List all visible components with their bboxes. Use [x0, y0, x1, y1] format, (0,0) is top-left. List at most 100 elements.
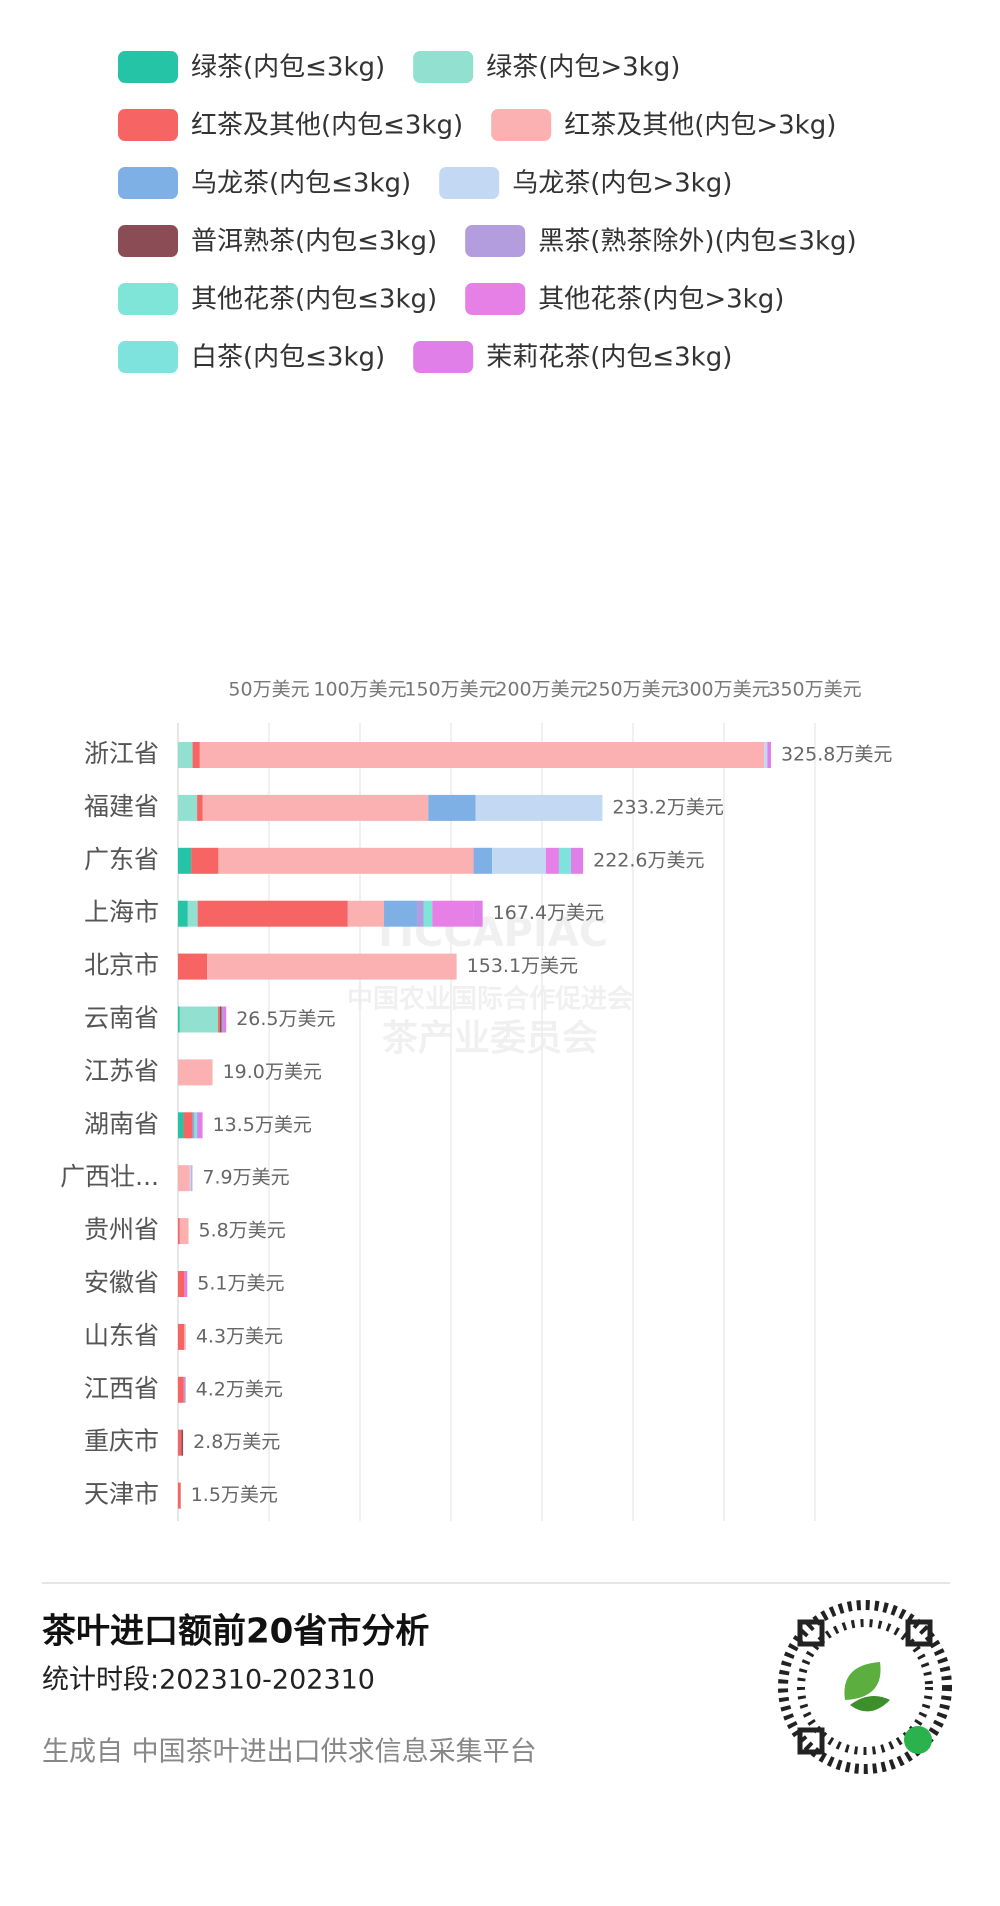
y-tick-label: 浙江省: [84, 739, 159, 768]
bar-segment: [558, 847, 571, 874]
y-tick-label: 广西壮...: [60, 1162, 159, 1191]
bar-segment: [218, 1006, 220, 1033]
y-tick-label: 江苏省: [84, 1056, 159, 1085]
bar-segment: [178, 1482, 181, 1509]
bar-segment: [178, 1271, 185, 1297]
bar-segment: [545, 847, 559, 874]
bar-segment: [219, 1006, 222, 1033]
bar-segment: [178, 953, 208, 980]
value-label: 325.8万美元: [781, 744, 892, 766]
legend-label: 绿茶(内包≤3kg): [191, 53, 385, 83]
y-tick-label: 江西省: [84, 1374, 159, 1403]
value-label: 4.3万美元: [196, 1325, 283, 1347]
legend-swatch: [465, 225, 526, 257]
bar-segment: [221, 1006, 224, 1033]
bar-segment: [178, 847, 192, 874]
bar-segment: [184, 1271, 188, 1297]
bar-segment: [192, 1112, 195, 1139]
bar-segment: [178, 900, 188, 927]
y-tick-label: 天津市: [84, 1480, 159, 1509]
bar-segment: [183, 1376, 186, 1403]
value-label: 7.9万美元: [202, 1167, 289, 1189]
bar-segment: [197, 794, 203, 821]
bar-segment: [416, 900, 424, 927]
y-tick-label: 云南省: [84, 1004, 159, 1033]
legend-label: 其他花茶(内包>3kg): [538, 285, 784, 315]
bar-segment: [199, 742, 765, 768]
value-label: 19.0万美元: [223, 1061, 322, 1083]
x-tick-label: 350万美元: [768, 679, 861, 701]
bar-segment: [473, 900, 483, 927]
y-tick-label: 湖南省: [84, 1109, 159, 1138]
bar-segment: [475, 794, 603, 821]
bar-segment: [347, 900, 385, 927]
y-tick-label: 广东省: [84, 845, 159, 874]
bar-segment: [194, 1112, 198, 1139]
bar-segment: [178, 1323, 185, 1350]
legend-swatch: [118, 167, 178, 199]
value-label: 167.4万美元: [493, 902, 604, 924]
value-label: 5.1万美元: [197, 1273, 284, 1295]
x-tick-label: 200万美元: [495, 679, 588, 701]
bar-segment: [178, 1112, 184, 1139]
bar-segment: [202, 794, 429, 821]
value-label: 26.5万美元: [236, 1008, 335, 1030]
bar-segment: [223, 1006, 227, 1033]
bar-segment: [187, 900, 198, 927]
bar-segment: [178, 1376, 184, 1403]
bar-segment: [178, 1165, 190, 1192]
x-tick-label: 250万美元: [586, 679, 679, 701]
bar-segment: [181, 1429, 184, 1456]
value-label: 222.6万美元: [593, 849, 704, 871]
value-label: 4.2万美元: [196, 1378, 283, 1400]
y-tick-label: 北京市: [84, 951, 159, 980]
bar-segment: [179, 1006, 219, 1033]
legend-swatch: [413, 51, 474, 83]
legend-swatch: [118, 283, 178, 315]
bar-segment: [178, 1006, 180, 1033]
x-tick-label: 50万美元: [228, 679, 309, 701]
bar-segment: [473, 847, 493, 874]
legend-label: 红茶及其他(内包>3kg): [564, 111, 836, 141]
x-tick-label: 100万美元: [313, 679, 406, 701]
bar-segment: [428, 794, 476, 821]
legend-label: 普洱熟茶(内包≤3kg): [191, 227, 437, 257]
legend-label: 黑茶(熟茶除外)(内包≤3kg): [538, 227, 856, 257]
legend-label: 红茶及其他(内包≤3kg): [191, 111, 463, 141]
bar-segment: [178, 1429, 182, 1456]
bar-segment: [189, 1165, 192, 1192]
y-tick-label: 贵州省: [84, 1215, 159, 1244]
bar-segment: [191, 847, 219, 874]
x-tick-label: 300万美元: [677, 679, 770, 701]
chart: 50万美元 100万美元150万美元200万美元250万美元300万美元350万美…: [60, 679, 892, 1521]
footer-title: 茶叶进口额前20省市分析: [42, 1612, 429, 1652]
legend-swatch: [118, 51, 178, 83]
bar-segment: [492, 847, 546, 874]
legend-label: 白茶(内包≤3kg): [191, 343, 385, 373]
legend-swatch: [118, 225, 178, 257]
bar-segment: [178, 1059, 213, 1086]
y-tick-label: 山东省: [84, 1321, 159, 1350]
legend-swatch: [465, 283, 526, 315]
footer-period: 统计时段:202310-202310: [42, 1665, 375, 1696]
value-label: 233.2万美元: [612, 796, 723, 818]
bar-segment: [432, 900, 474, 927]
legend-label: 其他花茶(内包≤3kg): [191, 285, 437, 315]
legend-label: 乌龙茶(内包>3kg): [512, 169, 732, 199]
bar-segment: [767, 742, 771, 768]
value-label: 5.8万美元: [199, 1220, 286, 1242]
watermark: 中国农业国际合作促进会: [347, 984, 633, 1015]
bar-segment: [178, 794, 198, 821]
y-tick-label: 福建省: [84, 792, 159, 821]
legend-swatch: [491, 109, 552, 141]
y-tick-label: 重庆市: [84, 1427, 159, 1456]
bar-segment: [207, 953, 457, 980]
value-label: 153.1万美元: [467, 955, 578, 977]
bar-segment: [218, 847, 474, 874]
bar-segment: [570, 847, 584, 874]
bar-segment: [764, 742, 768, 768]
footer-source: 生成自 中国茶叶进出口供求信息采集平台: [42, 1737, 537, 1768]
bar-segment: [178, 742, 193, 768]
value-label: 1.5万美元: [191, 1484, 278, 1506]
